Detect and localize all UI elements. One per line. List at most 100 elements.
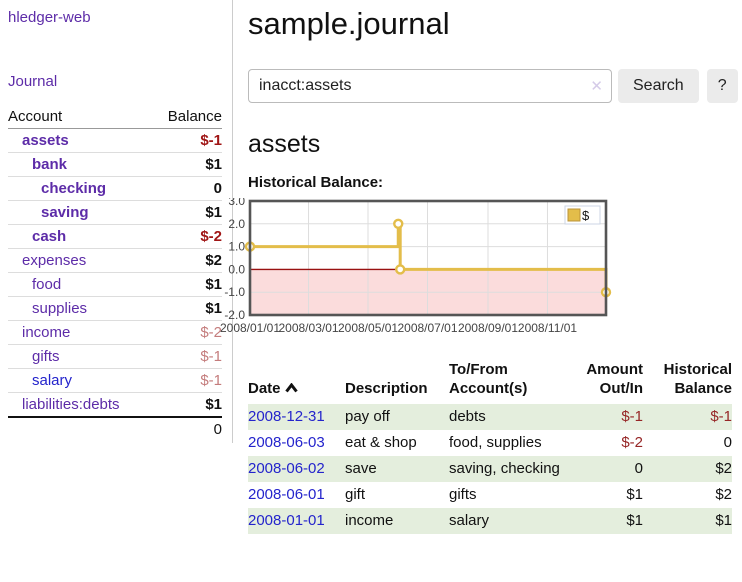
transaction-balance: $1	[643, 508, 732, 534]
svg-text:2.0: 2.0	[228, 217, 245, 231]
account-balance: $-1	[152, 128, 222, 153]
account-balance: 0	[152, 176, 222, 201]
account-row: salary $-1	[8, 368, 222, 393]
account-row: gifts $-1	[8, 344, 222, 369]
account-row: expenses $2	[8, 248, 222, 273]
account-link-assets[interactable]: assets	[22, 132, 69, 149]
accounts-header-account: Account	[8, 105, 152, 129]
account-link-bank[interactable]: bank	[32, 156, 68, 173]
account-row: supplies $1	[8, 296, 222, 321]
svg-text:2008/09/01: 2008/09/01	[458, 321, 518, 335]
svg-text:2008/03/01: 2008/03/01	[278, 321, 338, 335]
account-row: liabilities:debts $1	[8, 392, 222, 417]
transaction-balance: $2	[643, 456, 732, 482]
transaction-accounts: food, supplies	[449, 434, 542, 451]
register-row: 2008-06-03 eat & shop food, supplies $-2…	[248, 430, 732, 456]
register-table: Date Description To/From Account(s) Amou…	[248, 358, 732, 534]
register-header-accounts: To/From Account(s)	[449, 361, 528, 397]
sidebar: hledger-web Journal Account Balance asse…	[0, 0, 233, 443]
register-row: 2008-06-01 gift gifts $1 $2	[248, 482, 732, 508]
register-header-row: Date Description To/From Account(s) Amou…	[248, 358, 732, 404]
accounts-header-row: Account Balance	[8, 105, 222, 129]
account-row: cash $-2	[8, 224, 222, 249]
account-row: assets $-1	[8, 128, 222, 153]
account-balance: $1	[152, 152, 222, 177]
account-balance: $1	[152, 392, 222, 417]
register-header-balance: Historical Balance	[663, 361, 732, 397]
transaction-date-link[interactable]: 2008-06-03	[248, 434, 325, 451]
account-link-liabilities-debts[interactable]: liabilities:debts	[22, 396, 120, 413]
account-link-saving[interactable]: saving	[41, 204, 89, 221]
transaction-accounts: salary	[449, 508, 571, 534]
transaction-amount: $1	[626, 486, 643, 503]
transaction-balance: $2	[715, 486, 732, 503]
search-button[interactable]: Search	[618, 69, 699, 103]
transaction-amount: 0	[571, 456, 643, 482]
account-row: food $1	[8, 272, 222, 297]
svg-text:2008/05/01: 2008/05/01	[338, 321, 398, 335]
transaction-date-link[interactable]: 2008-06-01	[248, 486, 325, 503]
register-header-date[interactable]: Date	[248, 358, 345, 404]
accounts-table: Account Balance assets $-1 bank $1 check…	[8, 105, 222, 441]
account-row: checking 0	[8, 176, 222, 201]
svg-text:3.0: 3.0	[228, 198, 245, 208]
transaction-description: income	[345, 508, 449, 534]
register-row: 2008-12-31 pay off debts $-1 $-1	[248, 404, 732, 430]
nav-journal-link[interactable]: Journal	[8, 73, 58, 90]
transaction-date-link[interactable]: 2008-12-31	[248, 408, 325, 425]
account-link-income[interactable]: income	[22, 324, 71, 341]
transaction-amount: $1	[571, 508, 643, 534]
account-balance: $1	[152, 200, 222, 225]
account-balance: $2	[152, 248, 222, 273]
register-header-amount: Amount Out/In	[586, 361, 643, 397]
account-link-expenses[interactable]: expenses	[22, 252, 87, 269]
register-row: 2008-06-02 save saving, checking 0 $2	[248, 456, 732, 482]
account-link-cash[interactable]: cash	[32, 228, 67, 245]
clear-search-icon[interactable]: ✕	[590, 78, 603, 95]
transaction-description: gift	[345, 486, 366, 503]
balance-chart: $3.0 2.0 1.0 0.0 -1.0 -2.0 2008/01/01 2008/03/0…	[216, 194, 740, 342]
search-form: ✕ Search ?	[248, 69, 740, 103]
accounts-header-balance: Balance	[152, 105, 222, 129]
account-link-food[interactable]: food	[32, 276, 62, 293]
account-link-checking[interactable]: checking	[41, 180, 107, 197]
transaction-amount: $-1	[571, 404, 643, 430]
account-balance: $-2	[152, 224, 222, 249]
main-content: sample.journal ✕ Search ? assets Histori…	[220, 0, 740, 534]
account-link-supplies[interactable]: supplies	[32, 300, 88, 317]
transaction-balance: 0	[723, 434, 732, 451]
chart-title: Historical Balance:	[248, 174, 384, 191]
transaction-amount: $-2	[621, 434, 643, 451]
transaction-accounts: gifts	[449, 486, 477, 503]
account-balance: $-1	[152, 344, 222, 369]
account-link-gifts[interactable]: gifts	[32, 348, 60, 365]
sort-asc-icon	[284, 379, 298, 398]
svg-text:-2.0: -2.0	[224, 308, 245, 322]
balance-chart-svg: $3.0 2.0 1.0 0.0 -1.0 -2.02008/01/012008/03/0…	[220, 194, 612, 335]
transaction-description: pay off	[345, 404, 449, 430]
page-title: sample.journal	[248, 6, 450, 41]
register-row: 2008-01-01 income salary $1 $1	[248, 508, 732, 534]
svg-text:1.0: 1.0	[228, 240, 245, 254]
svg-text:2008/11/01: 2008/11/01	[518, 321, 577, 335]
transaction-date-link[interactable]: 2008-06-02	[248, 460, 325, 477]
date-header-label: Date	[248, 380, 281, 397]
account-link-salary[interactable]: salary	[32, 372, 73, 389]
account-row: income $-2	[8, 320, 222, 345]
transaction-description: save	[345, 456, 449, 482]
svg-text:2008/01/01: 2008/01/01	[220, 321, 280, 335]
search-help-button[interactable]: ?	[706, 69, 738, 103]
transaction-date-link[interactable]: 2008-01-01	[248, 512, 325, 529]
search-input[interactable]	[248, 69, 612, 103]
account-balance: $1	[152, 296, 222, 321]
accounts-total-value: 0	[152, 416, 222, 441]
accounts-total-row: 0	[8, 416, 222, 441]
account-row: saving $1	[8, 200, 222, 225]
svg-text:2008/07/01: 2008/07/01	[397, 321, 457, 335]
transaction-accounts: saving, checking	[449, 456, 571, 482]
account-balance: $1	[152, 272, 222, 297]
transaction-accounts: debts	[449, 404, 571, 430]
svg-text:0.0: 0.0	[228, 262, 245, 276]
brand-link[interactable]: hledger-web	[8, 9, 91, 26]
register-header-description: Description	[345, 380, 428, 397]
